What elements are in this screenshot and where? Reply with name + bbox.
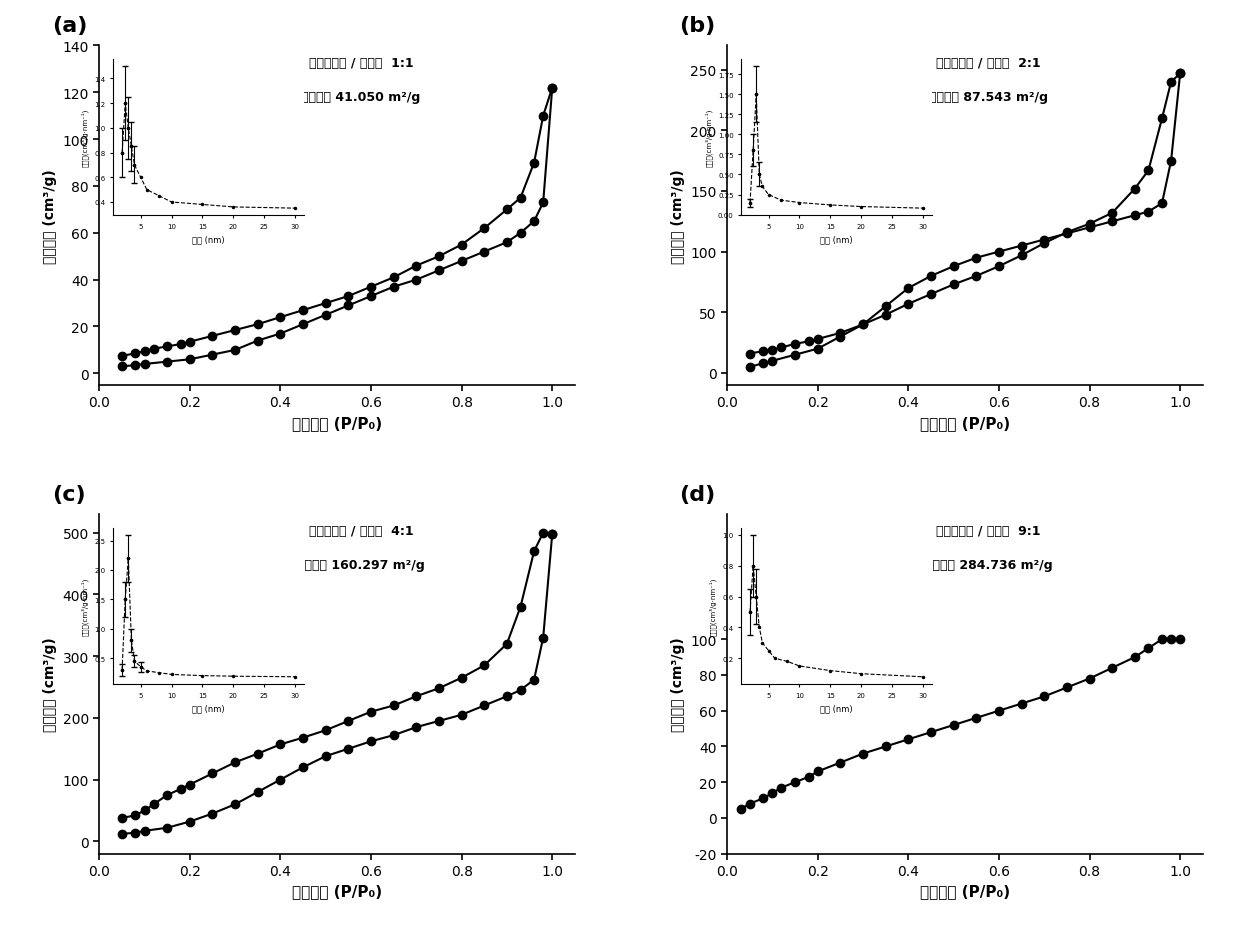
Text: 氧化石墨烯 / 凹凸棒  4:1: 氧化石墨烯 / 凹凸棒 4:1: [309, 524, 413, 537]
Text: 比表面积 160.297 m²/g: 比表面积 160.297 m²/g: [296, 559, 425, 572]
Text: (d): (d): [680, 484, 715, 504]
Text: (b): (b): [680, 17, 715, 36]
Text: 氧化石墨烯 / 凹凸棒  2:1: 氧化石墨烯 / 凹凸棒 2:1: [936, 57, 1042, 70]
X-axis label: 相对压力 (P/P₀): 相对压力 (P/P₀): [920, 416, 1011, 431]
Y-axis label: 体积吸收 (cm³/g): 体积吸收 (cm³/g): [671, 637, 684, 731]
Text: 比表面积 41.050 m²/g: 比表面积 41.050 m²/g: [301, 91, 420, 104]
Y-axis label: 体积吸收 (cm³/g): 体积吸收 (cm³/g): [671, 169, 684, 264]
Text: 比表面积 87.543 m²/g: 比表面积 87.543 m²/g: [929, 91, 1048, 104]
Y-axis label: 体积吸收 (cm³/g): 体积吸收 (cm³/g): [43, 637, 57, 731]
X-axis label: 相对压力 (P/P₀): 相对压力 (P/P₀): [291, 883, 382, 898]
X-axis label: 相对压力 (P/P₀): 相对压力 (P/P₀): [920, 883, 1011, 898]
Text: (a): (a): [52, 17, 87, 36]
Y-axis label: 体积吸收 (cm³/g): 体积吸收 (cm³/g): [43, 169, 57, 264]
X-axis label: 相对压力 (P/P₀): 相对压力 (P/P₀): [291, 416, 382, 431]
Text: 比表面积 284.736 m²/g: 比表面积 284.736 m²/g: [925, 559, 1053, 572]
Text: (c): (c): [52, 484, 86, 504]
Text: 氧化石墨烯 / 凹凸棒  1:1: 氧化石墨烯 / 凹凸棒 1:1: [309, 57, 413, 70]
Text: 氧化石墨烯 / 凹凸棒  9:1: 氧化石墨烯 / 凹凸棒 9:1: [936, 524, 1042, 537]
